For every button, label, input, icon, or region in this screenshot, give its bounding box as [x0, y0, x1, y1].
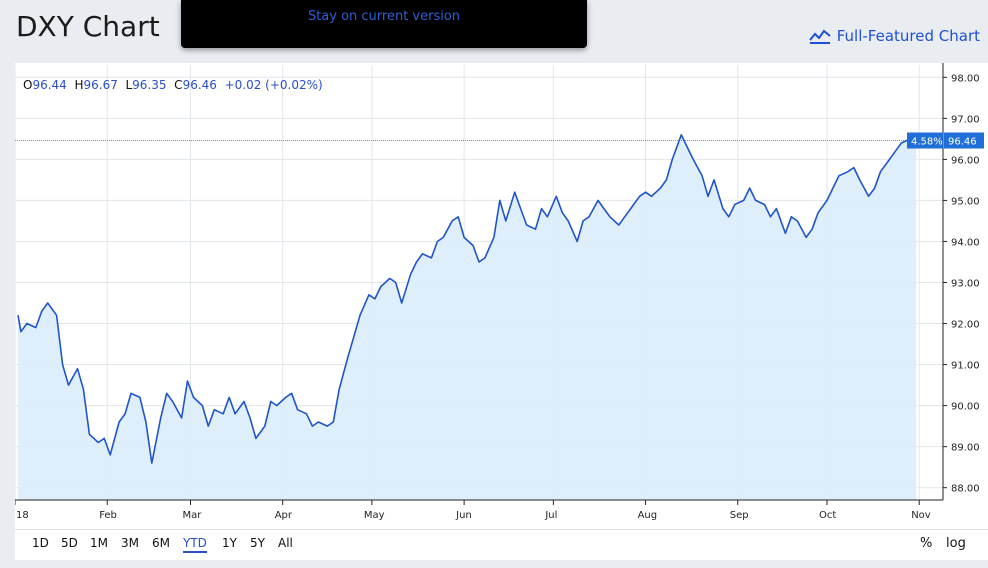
percent-change-tag-text: 4.58%: [911, 137, 943, 148]
low-value: 96.35: [132, 78, 167, 92]
full-featured-chart-link[interactable]: Full-Featured Chart: [808, 27, 980, 45]
chart-axes: 98.00 97.00 96.00 95.00 94.00 93.00 92.00 91.00…: [14, 63, 980, 521]
open-value: 96.44: [32, 78, 67, 92]
stay-on-current-version-link[interactable]: Stay on current version: [307, 9, 461, 24]
y-tick-label: 91.00: [951, 361, 980, 372]
open-label: O: [23, 78, 33, 92]
x-tick-label: Jun: [455, 510, 472, 521]
last-price-tag: 4.58% 96.46: [907, 132, 984, 149]
x-tick-label: Jul: [544, 510, 557, 521]
range-button-1m[interactable]: 1M: [90, 536, 108, 550]
x-tick-label: May: [364, 510, 385, 521]
x-tick-label: Aug: [638, 510, 658, 521]
log-scale-toggle[interactable]: log: [946, 536, 966, 551]
range-button-6m[interactable]: 6M: [152, 536, 170, 550]
y-tick-label: 94.00: [951, 237, 980, 248]
x-tick-label: Feb: [99, 510, 117, 521]
range-button-5y[interactable]: 5Y: [250, 536, 265, 550]
x-tick-label: Oct: [819, 510, 836, 521]
x-tick-label: Nov: [911, 510, 931, 521]
y-tick-label: 97.00: [951, 114, 980, 125]
range-toolbar: 1D 5D 1M 3M 6M YTD 1Y 5Y All % log: [15, 529, 988, 560]
x-tick-label: Apr: [275, 510, 293, 521]
y-tick-label: 98.00: [951, 73, 980, 84]
y-tick-label: 93.00: [951, 279, 980, 290]
range-button-3m[interactable]: 3M: [121, 536, 139, 550]
close-value: 96.46: [182, 78, 217, 92]
range-button-1d[interactable]: 1D: [32, 536, 49, 550]
range-button-1y[interactable]: 1Y: [222, 536, 237, 550]
low-label: L: [125, 78, 133, 92]
version-banner: Stay on current version: [181, 0, 587, 48]
ohlc-readout: O96.44 H96.67 L96.35 C96.46 +0.02 (+0.02…: [23, 78, 323, 92]
range-button-all[interactable]: All: [278, 536, 293, 550]
y-tick-label: 92.00: [951, 320, 980, 331]
page-title: DXY Chart: [16, 10, 160, 43]
price-area-fill: [17, 134, 917, 501]
chart-panel[interactable]: 98.00 97.00 96.00 95.00 94.00 93.00 92.00 91.00…: [14, 63, 988, 529]
chart-line-icon: [808, 29, 831, 44]
close-label: C: [174, 78, 183, 92]
range-button-ytd[interactable]: YTD: [183, 536, 207, 553]
range-button-5d[interactable]: 5D: [61, 536, 78, 550]
y-tick-label: 90.00: [951, 402, 980, 413]
y-tick-label: 96.00: [951, 155, 980, 166]
last-price-value-tag: [944, 132, 984, 149]
x-tick-label: Sep: [730, 510, 749, 521]
price-line-series: [17, 134, 917, 464]
full-featured-chart-label: Full-Featured Chart: [836, 27, 980, 45]
y-tick-label: 95.00: [951, 196, 980, 207]
percent-change-tag: [907, 132, 943, 149]
price-chart[interactable]: 98.00 97.00 96.00 95.00 94.00 93.00 92.00 91.00…: [14, 63, 988, 529]
high-value: 96.67: [83, 78, 118, 92]
x-tick-label: Mar: [182, 510, 202, 521]
percent-scale-toggle[interactable]: %: [920, 536, 933, 551]
change-value: +0.02 (+0.02%): [224, 78, 323, 92]
last-price-value-tag-text: 96.46: [948, 137, 977, 148]
high-label: H: [74, 78, 84, 92]
x-tick-label: 18: [16, 510, 29, 521]
y-tick-label: 88.00: [951, 484, 980, 495]
y-tick-label: 89.00: [951, 443, 980, 454]
